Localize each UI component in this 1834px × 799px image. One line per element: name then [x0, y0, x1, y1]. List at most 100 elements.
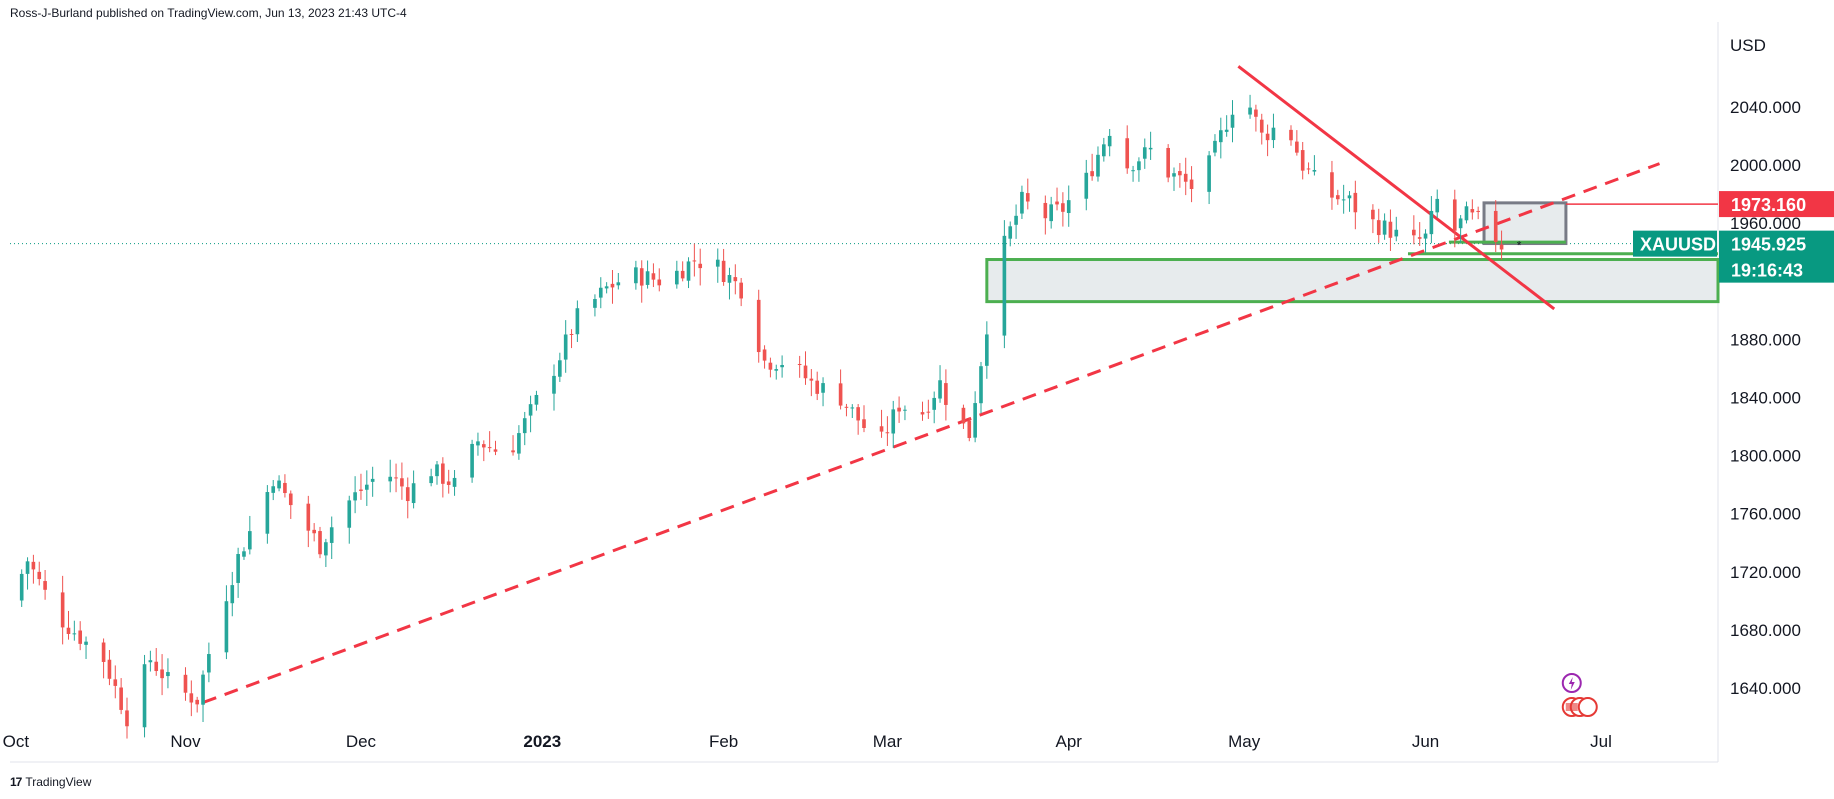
- candle-body[interactable]: [400, 478, 404, 487]
- candle-body[interactable]: [1014, 215, 1018, 225]
- candle-body[interactable]: [897, 407, 901, 412]
- candle-body[interactable]: [815, 380, 820, 394]
- candle-body[interactable]: [558, 360, 562, 377]
- candle-body[interactable]: [84, 641, 88, 645]
- candle-body[interactable]: [236, 554, 240, 583]
- candle-body[interactable]: [1259, 119, 1264, 133]
- candle-body[interactable]: [1084, 172, 1089, 199]
- candle-body[interactable]: [1429, 210, 1434, 235]
- candle-body[interactable]: [1423, 233, 1428, 239]
- candle-body[interactable]: [1025, 193, 1030, 202]
- candle-body[interactable]: [1148, 147, 1153, 150]
- candle-body[interactable]: [1096, 154, 1100, 177]
- candle-body[interactable]: [809, 378, 814, 381]
- candle-body[interactable]: [733, 277, 738, 282]
- candle-body[interactable]: [1230, 114, 1235, 128]
- candle-body[interactable]: [1306, 168, 1311, 170]
- candle-body[interactable]: [686, 261, 691, 281]
- candle-body[interactable]: [634, 267, 638, 284]
- candle-body[interactable]: [1289, 129, 1293, 141]
- candle-body[interactable]: [1493, 210, 1498, 242]
- candle-body[interactable]: [1213, 140, 1217, 153]
- candle-body[interactable]: [1061, 203, 1065, 212]
- candle-body[interactable]: [1476, 210, 1480, 212]
- candle-body[interactable]: [207, 654, 211, 673]
- candle-body[interactable]: [271, 486, 276, 493]
- candle-body[interactable]: [1458, 218, 1463, 229]
- candle-body[interactable]: [101, 642, 106, 662]
- candle-body[interactable]: [675, 270, 679, 285]
- candle-body[interactable]: [1142, 147, 1147, 159]
- candle-body[interactable]: [1347, 195, 1352, 199]
- candle-body[interactable]: [125, 710, 129, 727]
- candle-body[interactable]: [1265, 133, 1270, 141]
- candle-body[interactable]: [119, 687, 123, 710]
- candle-body[interactable]: [1183, 173, 1188, 182]
- candle-body[interactable]: [856, 407, 860, 421]
- candle-body[interactable]: [78, 630, 83, 644]
- candle-body[interactable]: [552, 375, 556, 394]
- candle-body[interactable]: [715, 259, 720, 267]
- candle-body[interactable]: [903, 409, 907, 411]
- candle-body[interactable]: [1394, 229, 1399, 237]
- candle-body[interactable]: [487, 447, 492, 449]
- candle-body[interactable]: [727, 275, 732, 283]
- candle-body[interactable]: [435, 464, 439, 477]
- candle-body[interactable]: [645, 271, 650, 285]
- candle-body[interactable]: [1066, 200, 1071, 214]
- candle-body[interactable]: [967, 420, 972, 438]
- candle-body[interactable]: [19, 573, 24, 601]
- candle-body[interactable]: [862, 419, 866, 428]
- candle-body[interactable]: [1388, 221, 1393, 238]
- candle-body[interactable]: [493, 449, 498, 452]
- candle-body[interactable]: [1312, 170, 1317, 172]
- candle-body[interactable]: [511, 450, 515, 453]
- candle-body[interactable]: [1137, 161, 1141, 171]
- candle-body[interactable]: [1452, 199, 1457, 231]
- candle-body[interactable]: [657, 279, 662, 286]
- candle-body[interactable]: [265, 492, 270, 534]
- candle-body[interactable]: [1189, 179, 1194, 189]
- candle-body[interactable]: [142, 664, 147, 728]
- candle-body[interactable]: [1330, 172, 1334, 198]
- candle-body[interactable]: [1271, 127, 1276, 141]
- candle-body[interactable]: [985, 334, 989, 366]
- candle-body[interactable]: [756, 299, 761, 353]
- candle-body[interactable]: [885, 432, 890, 434]
- candle-body[interactable]: [370, 478, 375, 482]
- candle-body[interactable]: [821, 383, 825, 393]
- candle-body[interactable]: [183, 674, 188, 693]
- candle-body[interactable]: [1049, 204, 1053, 222]
- candle-body[interactable]: [944, 383, 948, 405]
- candle-body[interactable]: [277, 480, 281, 489]
- candle-body[interactable]: [364, 484, 369, 490]
- last-price-tag[interactable]: [1719, 230, 1834, 283]
- candle-body[interactable]: [25, 561, 30, 574]
- candle-body[interactable]: [1341, 199, 1346, 201]
- candle-body[interactable]: [739, 282, 743, 299]
- candle-body[interactable]: [37, 571, 42, 580]
- candle-body[interactable]: [195, 699, 199, 705]
- candle-body[interactable]: [1207, 155, 1211, 192]
- candle-body[interactable]: [797, 364, 802, 366]
- candle-body[interactable]: [43, 581, 47, 590]
- candle-body[interactable]: [329, 527, 334, 543]
- candle-body[interactable]: [1435, 198, 1440, 213]
- candle-body[interactable]: [1412, 229, 1416, 236]
- candle-body[interactable]: [1224, 129, 1229, 132]
- candle-body[interactable]: [306, 503, 311, 531]
- candle-body[interactable]: [517, 433, 521, 454]
- candle-body[interactable]: [528, 404, 533, 416]
- candle-body[interactable]: [920, 412, 925, 415]
- candle-body[interactable]: [1417, 237, 1422, 239]
- candle-body[interactable]: [242, 551, 246, 557]
- level-tag[interactable]: [1719, 191, 1834, 218]
- candle-body[interactable]: [1376, 220, 1381, 236]
- candle-body[interactable]: [248, 531, 252, 550]
- candle-body[interactable]: [1055, 201, 1059, 205]
- candle-body[interactable]: [1172, 173, 1176, 177]
- candle-body[interactable]: [604, 286, 609, 289]
- candle-body[interactable]: [359, 489, 363, 491]
- candle-body[interactable]: [470, 443, 474, 478]
